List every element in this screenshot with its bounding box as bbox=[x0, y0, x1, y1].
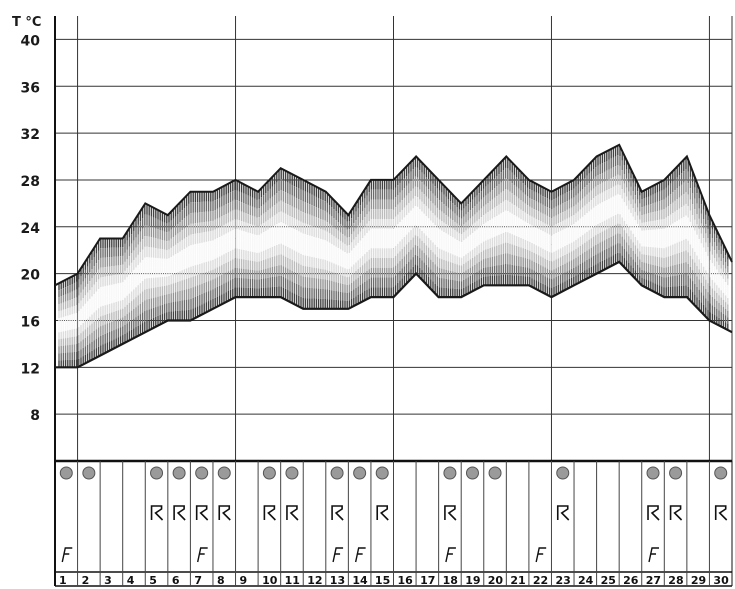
circle-symbol bbox=[285, 466, 299, 480]
circle-symbol bbox=[195, 466, 209, 480]
circle-symbol bbox=[443, 466, 457, 480]
circle-symbol bbox=[646, 466, 660, 480]
r-symbol bbox=[444, 505, 457, 521]
temperature-band bbox=[58, 145, 729, 368]
circle-symbol bbox=[150, 466, 164, 480]
temperature-lines bbox=[54, 143, 733, 369]
r-symbol bbox=[218, 505, 231, 521]
r-symbol bbox=[669, 505, 683, 521]
r-symbol bbox=[150, 505, 164, 521]
circle-symbol bbox=[556, 466, 570, 480]
y-tick-label-24: 24 bbox=[21, 221, 41, 237]
r-symbol bbox=[263, 505, 276, 521]
day-label: 27 bbox=[646, 574, 661, 587]
y-axis-label: T °C bbox=[12, 15, 41, 30]
day-label: 2 bbox=[82, 574, 90, 587]
f-symbol bbox=[61, 547, 73, 563]
day-label: 8 bbox=[217, 574, 225, 587]
r-symbol bbox=[195, 505, 209, 521]
day-label: 21 bbox=[510, 574, 525, 587]
y-tick-label-12: 12 bbox=[21, 361, 40, 377]
day-label: 7 bbox=[194, 574, 202, 587]
day-label: 26 bbox=[623, 574, 639, 587]
day-label: 23 bbox=[555, 574, 570, 587]
circle-symbol bbox=[217, 466, 231, 480]
r-symbol bbox=[647, 505, 660, 521]
day-label: 24 bbox=[578, 574, 594, 587]
day-label: 5 bbox=[149, 574, 157, 587]
day-label: 13 bbox=[330, 574, 345, 587]
day-label: 22 bbox=[533, 574, 548, 587]
f-symbol bbox=[535, 547, 547, 563]
f-symbol bbox=[445, 547, 456, 563]
day-label: 29 bbox=[691, 574, 706, 587]
day-label: 10 bbox=[262, 574, 278, 587]
y-tick-label-28: 28 bbox=[21, 174, 40, 190]
day-label: 9 bbox=[240, 574, 248, 587]
day-label: 12 bbox=[307, 574, 322, 587]
f-symbol bbox=[354, 547, 366, 563]
day-label: 6 bbox=[172, 574, 180, 587]
circle-symbol bbox=[82, 466, 96, 480]
day-label: 30 bbox=[713, 574, 729, 587]
symbol-table: 1 2 3 4 5 6 7 8 9 10 11 12 13 14 15 16 17 18 19 20 21 22 23 24 2… bbox=[55, 461, 732, 587]
day-label: 18 bbox=[443, 574, 458, 587]
y-tick-label-40: 40 bbox=[21, 33, 41, 49]
day-label: 1 bbox=[59, 574, 67, 587]
circle-symbol bbox=[262, 466, 276, 480]
day-label: 16 bbox=[398, 574, 414, 587]
y-tick-label-36: 36 bbox=[21, 80, 40, 96]
day-label: 19 bbox=[465, 574, 480, 587]
r-symbol bbox=[331, 505, 344, 521]
day-label: 15 bbox=[375, 574, 390, 587]
day-label: 20 bbox=[488, 574, 504, 587]
day-label: 25 bbox=[601, 574, 616, 587]
circle-symbol bbox=[330, 466, 344, 480]
f-symbol bbox=[196, 547, 208, 563]
circle-symbol bbox=[375, 466, 389, 480]
y-tick-label-32: 32 bbox=[21, 127, 40, 143]
y-tick-label-20: 20 bbox=[21, 268, 41, 284]
circle-symbol bbox=[714, 466, 728, 480]
r-symbol bbox=[714, 505, 728, 521]
y-tick-label-8: 8 bbox=[30, 408, 40, 424]
series-line-max bbox=[54, 143, 733, 287]
circle-symbol bbox=[465, 466, 479, 480]
r-symbol bbox=[556, 505, 570, 521]
day-label: 14 bbox=[352, 574, 368, 587]
series-line-min bbox=[55, 260, 733, 369]
circle-symbol bbox=[353, 466, 367, 480]
day-label: 3 bbox=[104, 574, 112, 587]
r-symbol bbox=[173, 505, 186, 521]
day-label: 28 bbox=[668, 574, 683, 587]
circle-symbol bbox=[669, 466, 683, 480]
y-tick-label-16: 16 bbox=[21, 314, 40, 330]
day-label: 11 bbox=[285, 574, 300, 587]
circle-symbol bbox=[172, 466, 186, 480]
day-label: 17 bbox=[420, 574, 435, 587]
y-axis: 8 12 16 20 24 28 32 36 40 bbox=[21, 33, 41, 424]
circle-symbol bbox=[59, 466, 73, 480]
f-symbol bbox=[332, 547, 344, 563]
circle-symbol bbox=[488, 466, 502, 480]
r-symbol bbox=[286, 505, 299, 521]
r-symbol bbox=[376, 505, 389, 521]
f-symbol bbox=[648, 547, 660, 563]
day-label: 4 bbox=[127, 574, 135, 587]
